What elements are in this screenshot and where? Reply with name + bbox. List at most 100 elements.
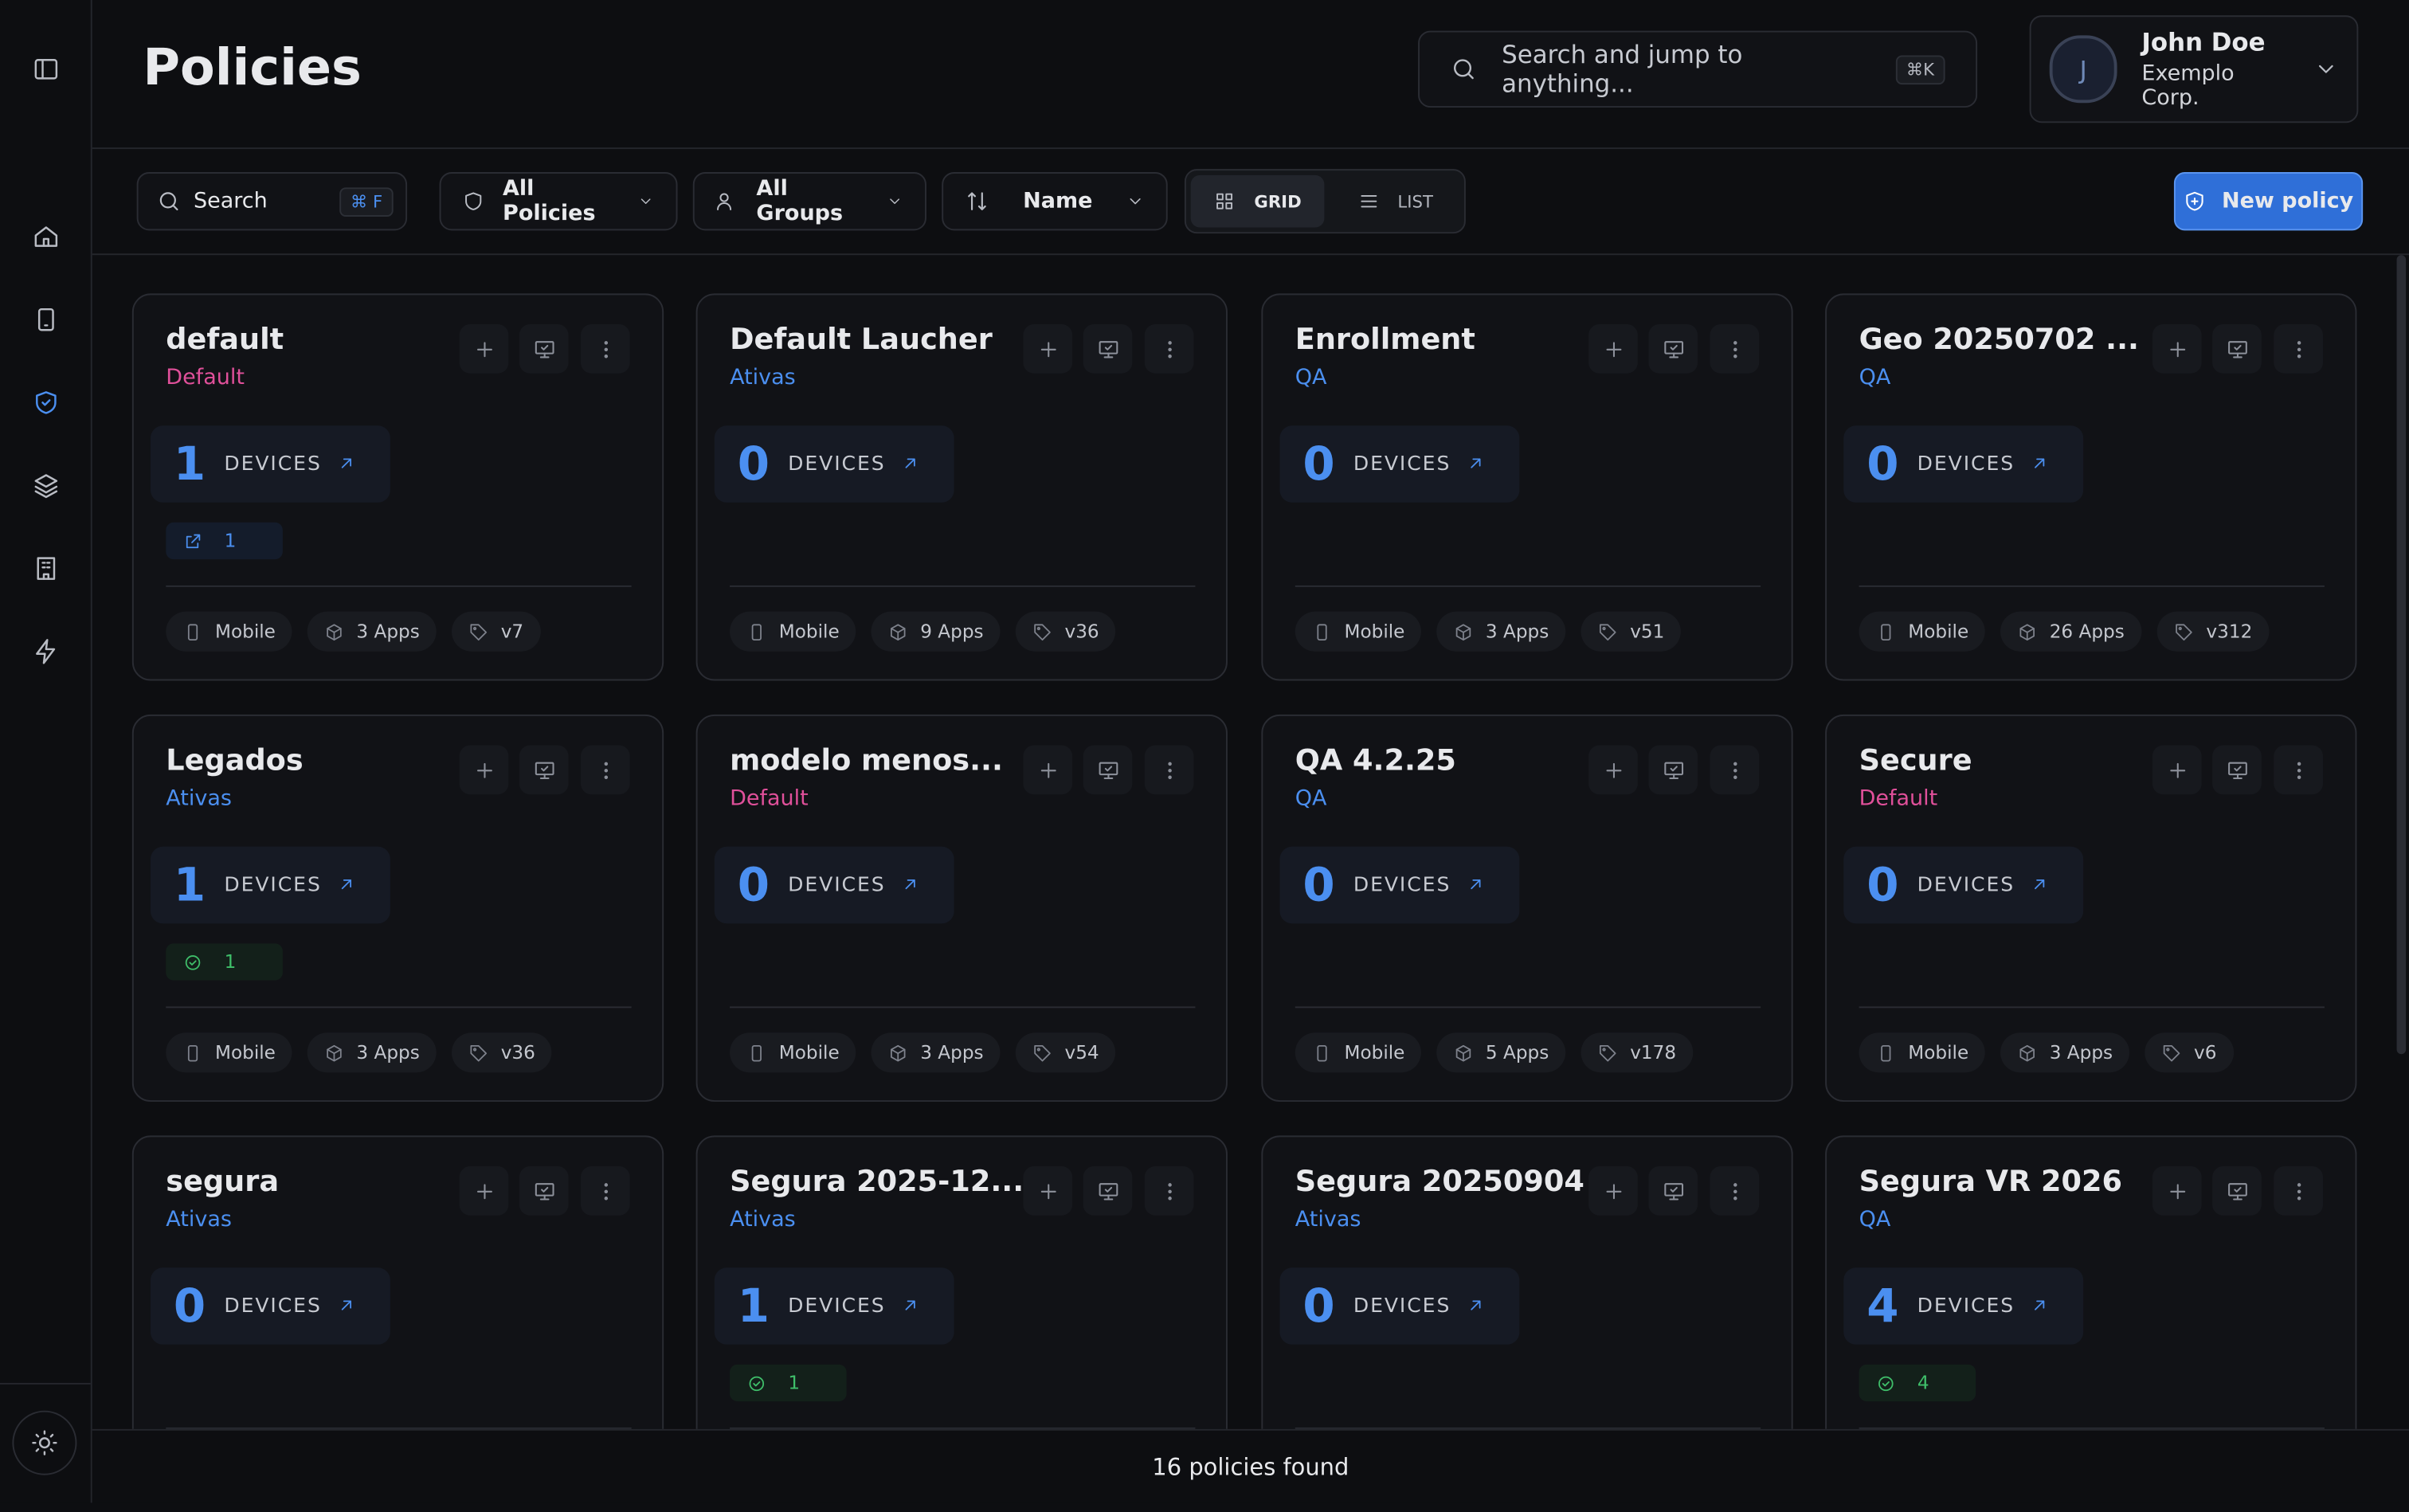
- deploy-button[interactable]: [1648, 745, 1698, 795]
- deploy-button[interactable]: [519, 745, 569, 795]
- devices-link[interactable]: 0 DEVICES: [1279, 425, 1521, 503]
- policy-card[interactable]: Segura 2025-12... Ativas 1 DEVICES 1: [695, 1135, 1228, 1429]
- devices-link[interactable]: 0 DEVICES: [150, 1267, 391, 1345]
- more-button[interactable]: [1710, 745, 1760, 795]
- more-button[interactable]: [580, 1166, 630, 1216]
- more-button[interactable]: [580, 745, 630, 795]
- devices-label: DEVICES: [1917, 873, 2015, 897]
- add-button[interactable]: [2152, 1166, 2202, 1216]
- devices-link[interactable]: 0 DEVICES: [1843, 425, 2084, 503]
- add-button[interactable]: [459, 323, 509, 374]
- add-button[interactable]: [2152, 323, 2202, 374]
- devices-link[interactable]: 1 DEVICES: [714, 1267, 955, 1345]
- add-button[interactable]: [1588, 745, 1638, 795]
- apps-chip: 3 Apps: [871, 1032, 1001, 1073]
- view-list[interactable]: LIST: [1331, 175, 1459, 228]
- policy-search[interactable]: Search ⌘ F: [136, 172, 408, 231]
- add-button[interactable]: [459, 745, 509, 795]
- devices-label: DEVICES: [1917, 452, 2015, 476]
- more-button[interactable]: [2274, 1166, 2323, 1216]
- more-button[interactable]: [2274, 745, 2323, 795]
- devices-link[interactable]: 0 DEVICES: [714, 846, 955, 924]
- policy-card[interactable]: Legados Ativas 1 DEVICES 1 Mobile 3 Apps v36: [131, 714, 664, 1102]
- version-chip-label: v312: [2206, 621, 2253, 643]
- toggle-sidebar[interactable]: [28, 51, 65, 88]
- theme-toggle[interactable]: [12, 1410, 77, 1475]
- more-button[interactable]: [1144, 1166, 1194, 1216]
- add-button[interactable]: [1588, 1166, 1638, 1216]
- more-button[interactable]: [2274, 323, 2323, 374]
- new-policy-label: New policy: [2222, 189, 2354, 214]
- platform-chip-label: Mobile: [1908, 1041, 1969, 1063]
- version-chip-label: v51: [1630, 621, 1665, 643]
- version-chip-label: v6: [2193, 1041, 2217, 1063]
- group-filter-label: All Groups: [756, 176, 844, 226]
- policy-filter[interactable]: All Policies: [439, 172, 678, 231]
- version-chip: v7: [451, 611, 541, 652]
- deploy-button[interactable]: [1083, 1166, 1133, 1216]
- badge-icon: [182, 531, 202, 550]
- nav-organization[interactable]: [28, 550, 65, 587]
- nav-automation[interactable]: [28, 633, 65, 670]
- policy-search-shortcut: ⌘ F: [339, 186, 394, 217]
- policy-card[interactable]: Segura 20250904 Ativas 0 DEVICES: [1261, 1135, 1793, 1429]
- status-badge: 4: [1859, 1364, 1976, 1402]
- devices-link[interactable]: 1 DEVICES: [150, 846, 391, 924]
- more-button[interactable]: [1710, 323, 1760, 374]
- user-menu[interactable]: J John Doe Exemplo Corp.: [2029, 15, 2359, 123]
- devices-link[interactable]: 1 DEVICES: [150, 425, 391, 503]
- nav-devices[interactable]: [28, 301, 65, 338]
- policy-card[interactable]: Secure Default 0 DEVICES Mobile 3 Apps v6: [1825, 714, 2357, 1102]
- more-button[interactable]: [580, 323, 630, 374]
- policy-card[interactable]: Segura VR 2026 QA 4 DEVICES 4: [1825, 1135, 2357, 1429]
- nav-home[interactable]: [28, 218, 65, 255]
- apps-chip-label: 5 Apps: [1485, 1041, 1549, 1063]
- status-badge: 1: [166, 522, 283, 560]
- apps-chip-label: 3 Apps: [356, 621, 420, 643]
- nav-policies[interactable]: [28, 384, 65, 421]
- deploy-button[interactable]: [2212, 323, 2262, 374]
- policy-card[interactable]: Enrollment QA 0 DEVICES Mobile 3 Apps v51: [1261, 293, 1793, 681]
- deploy-button[interactable]: [519, 1166, 569, 1216]
- view-grid-label: GRID: [1254, 191, 1302, 212]
- deploy-button[interactable]: [519, 323, 569, 374]
- devices-link[interactable]: 0 DEVICES: [1279, 846, 1521, 924]
- devices-link[interactable]: 0 DEVICES: [1843, 846, 2084, 924]
- version-chip: v54: [1015, 1032, 1116, 1073]
- policy-card[interactable]: segura Ativas 0 DEVICES: [131, 1135, 664, 1429]
- devices-link[interactable]: 4 DEVICES: [1843, 1267, 2084, 1345]
- policy-card[interactable]: modelo menos... Default 0 DEVICES Mobile 3 Ap…: [695, 714, 1228, 1102]
- policy-group: Ativas: [730, 1208, 796, 1232]
- more-button[interactable]: [1144, 745, 1194, 795]
- deploy-button[interactable]: [2212, 1166, 2262, 1216]
- policy-card[interactable]: default Default 1 DEVICES 1 Mobile 3 Apps v7: [131, 293, 664, 681]
- deploy-button[interactable]: [1083, 745, 1133, 795]
- global-search[interactable]: Search and jump to anything... ⌘K: [1418, 30, 1978, 108]
- deploy-button[interactable]: [1648, 323, 1698, 374]
- more-button[interactable]: [1710, 1166, 1760, 1216]
- devices-link[interactable]: 0 DEVICES: [714, 425, 955, 503]
- deploy-button[interactable]: [1083, 323, 1133, 374]
- policy-card[interactable]: Geo 20250702 ... QA 0 DEVICES Mobile 26 Apps v…: [1825, 293, 2357, 681]
- platform-chip: Mobile: [730, 1032, 856, 1073]
- more-button[interactable]: [1144, 323, 1194, 374]
- add-button[interactable]: [1023, 1166, 1073, 1216]
- policy-group: Ativas: [166, 1208, 232, 1232]
- devices-link[interactable]: 0 DEVICES: [1279, 1267, 1521, 1345]
- nav-layers[interactable]: [28, 467, 65, 503]
- add-button[interactable]: [2152, 745, 2202, 795]
- policy-card[interactable]: QA 4.2.25 QA 0 DEVICES Mobile 5 Apps v178: [1261, 714, 1793, 1102]
- deploy-button[interactable]: [2212, 745, 2262, 795]
- new-policy-button[interactable]: New policy: [2173, 172, 2364, 231]
- deploy-button[interactable]: [1648, 1166, 1698, 1216]
- add-button[interactable]: [1023, 323, 1073, 374]
- add-button[interactable]: [1023, 745, 1073, 795]
- add-button[interactable]: [459, 1166, 509, 1216]
- group-filter[interactable]: All Groups: [692, 172, 926, 231]
- sort-select[interactable]: Name: [942, 172, 1168, 231]
- policy-card[interactable]: Default Laucher Ativas 0 DEVICES Mobile 9 App…: [695, 293, 1228, 681]
- add-button[interactable]: [1588, 323, 1638, 374]
- policy-group: Default: [730, 786, 809, 812]
- view-grid[interactable]: GRID: [1190, 174, 1326, 228]
